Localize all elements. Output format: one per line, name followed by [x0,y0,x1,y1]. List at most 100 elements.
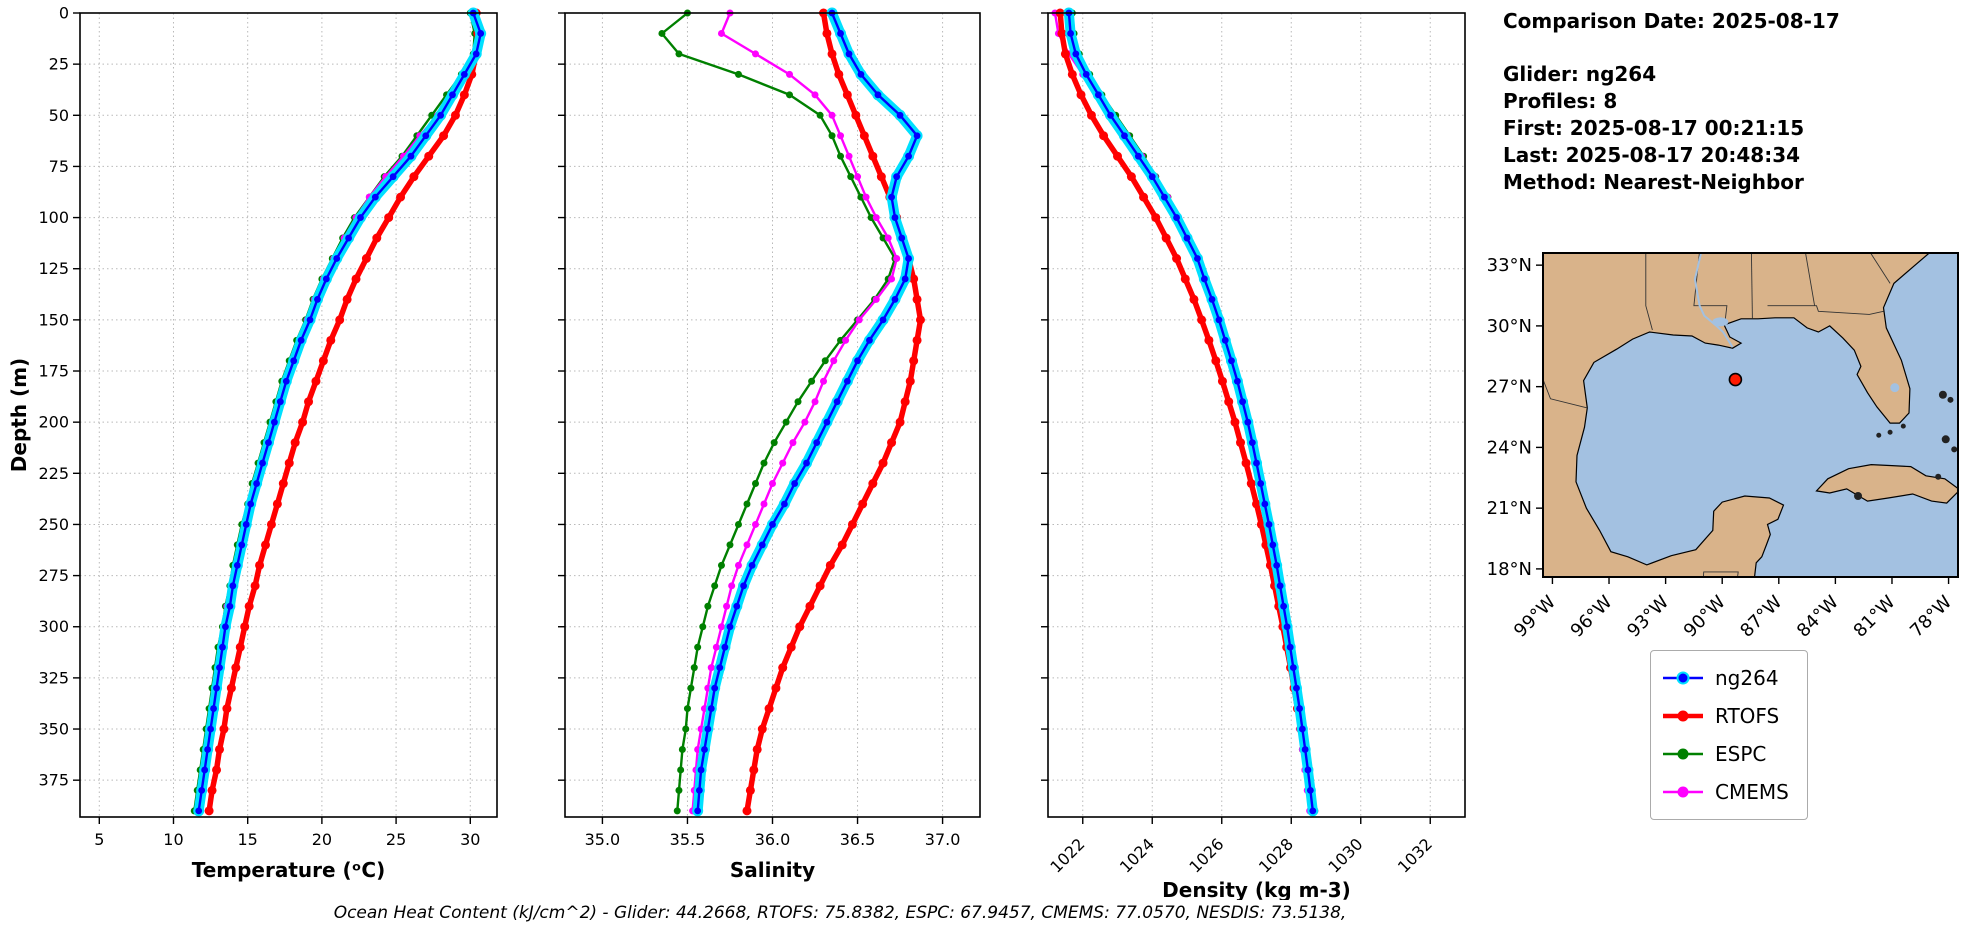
y-tick-label: 375 [38,771,69,790]
map-lon-label: 93°W [1623,592,1673,642]
map-lon-label: 84°W [1793,592,1843,642]
legend-item-cmems: CMEMS [1661,773,1789,811]
map-lat-label: 24°N [1487,437,1532,458]
map-lon-label: 78°W [1906,592,1956,642]
x-tick-label: 35.5 [670,830,706,849]
state-border [1693,253,1728,322]
state-border [1702,571,1739,577]
series-halo-ng264 [692,8,923,816]
legend-marker-espc [1663,748,1703,760]
series-line-RTOFS [206,12,481,812]
y-tick-label: 75 [49,157,69,176]
info-panel: Comparison Date: 2025-08-17 Glider: ng26… [1503,8,1840,196]
x-tick-label: 1024 [1116,834,1158,876]
map-lat-label: 21°N [1487,498,1532,519]
series-line-ng264 [696,12,919,811]
island [1876,432,1882,438]
map-lon-label: 99°W [1510,592,1560,642]
profiles-text: Profiles: 8 [1503,89,1618,113]
y-tick-label: 200 [38,413,69,432]
series-line-ESPC [1071,12,1312,812]
x-tick-label: 10 [163,830,183,849]
x-tick-label: 1026 [1185,834,1227,876]
state-border [1750,253,1753,319]
ohc-annotation: Ocean Heat Content (kJ/cm^2) - Glider: 4… [333,903,1347,923]
series-line-ng264 [197,12,482,812]
legend-label: ESPC [1715,742,1767,766]
axes-frame [79,12,498,818]
subplot-1: 35.0 35.5 36.0 36.5 37.0 Salinity [558,7,981,882]
island [1951,446,1958,453]
map-lon-label: 81°W [1850,592,1900,642]
x-axis-label: Temperature (ᵒC) [192,858,386,882]
x-tick-label: 36.5 [840,830,876,849]
legend-marker-rtofs [1663,710,1703,722]
legend-label: RTOFS [1715,704,1780,728]
legend-item-rtofs: RTOFS [1661,697,1789,735]
map-lon-label: 87°W [1736,592,1786,642]
legend-marker-ng264 [1663,671,1703,685]
legend-item-espc: ESPC [1661,735,1789,773]
state-border [1767,305,1884,315]
axes-frame [1047,12,1466,818]
series-line-RTOFS [1057,12,1317,812]
profile-plots: 5 10 15 20 25 3002550751001251501752002252502… [7,4,1466,900]
y-tick-label: 50 [49,106,69,125]
y-tick-label: 125 [38,259,69,278]
info-spacer [1503,35,1840,61]
legend-marker-cmems [1663,786,1703,798]
map-land-layer [1543,253,1958,577]
lake [1890,383,1900,393]
state-border [1645,253,1653,331]
state-border [1543,378,1588,409]
y-tick-label: 275 [38,566,69,585]
subplot-0: 5 10 15 20 25 3002550751001251501752002252502… [38,4,498,882]
y-tick-label: 150 [38,310,69,329]
series-halo-ng264 [193,8,486,816]
x-tick-label: 5 [94,830,104,849]
first-profile-text: First: 2025-08-17 00:21:15 [1503,116,1805,140]
series-line-CMEMS [691,12,898,811]
state-border [1805,253,1816,306]
x-axis-label: Salinity [730,858,815,882]
coastline [1543,253,1931,577]
x-tick-label: 36.0 [755,830,791,849]
x-tick-label: 15 [238,830,258,849]
map-lon-label: 90°W [1680,592,1730,642]
island [1854,492,1863,500]
map-frame [1542,252,1959,578]
island [1941,435,1950,444]
y-tick-label: 350 [38,720,69,739]
y-tick-label: 25 [49,55,69,74]
x-tick-label: 1030 [1324,834,1366,876]
island [1887,429,1893,435]
series-line-ng264 [1067,12,1314,812]
map-lat-label: 27°N [1487,377,1532,398]
legend-item-ng264: ng264 [1661,659,1789,697]
map-lon-label: 96°W [1567,592,1617,642]
x-tick-label: 35.0 [585,830,621,849]
y-tick-label: 300 [38,617,69,636]
legend-label: ng264 [1715,666,1779,690]
x-tick-label: 1022 [1046,834,1088,876]
state-border [1870,253,1891,284]
y-tick-label: 175 [38,362,69,381]
lake [1712,317,1729,327]
last-profile-text: Last: 2025-08-17 20:48:34 [1503,143,1801,167]
chart-legend: ng264 RTOFS ESPC CMEMS [1650,650,1808,820]
x-tick-label: 25 [386,830,406,849]
island [1935,473,1942,480]
x-tick-label: 20 [312,830,332,849]
river [1693,253,1734,348]
x-axis-label: Density (kg m-3) [1162,878,1351,900]
y-tick-label: 225 [38,464,69,483]
series-line-CMEMS [1053,12,1311,812]
y-axis-label: Depth (m) [7,358,31,472]
method-text: Method: Nearest-Neighbor [1503,170,1804,194]
island [1900,423,1906,429]
y-tick-label: 0 [59,4,69,23]
series-line-CMEMS [196,12,484,812]
x-tick-label: 37.0 [925,830,961,849]
location-map: 33°N 30°N 27°N 24°N 21°N 18°N 99°W 96°W 93°W 90°W… [1487,252,1959,642]
